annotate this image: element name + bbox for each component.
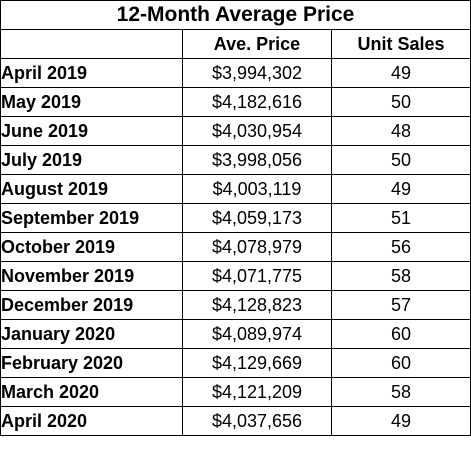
average-price-cell: $4,003,119 [182,174,332,204]
month-column-header [0,29,183,59]
table-row: September 2019 $4,059,173 51 [0,203,471,233]
unit-sales-cell: 48 [331,116,471,146]
unit-sales-cell: 49 [331,58,471,88]
table-row: April 2020 $4,037,656 49 [0,406,471,436]
month-cell: February 2020 [0,348,183,378]
month-cell: January 2020 [0,319,183,349]
header-row: Ave. Price Unit Sales [0,29,471,59]
average-price-cell: $4,037,656 [182,406,332,436]
unit-sales-cell: 50 [331,145,471,175]
table-row: April 2019 $3,994,302 49 [0,58,471,88]
unit-sales-cell: 60 [331,319,471,349]
month-cell: April 2019 [0,58,183,88]
month-cell: November 2019 [0,261,183,291]
table-row: November 2019 $4,071,775 58 [0,261,471,291]
title-row: 12-Month Average Price [0,0,471,30]
average-price-cell: $3,994,302 [182,58,332,88]
month-cell: September 2019 [0,203,183,233]
table-row: January 2020 $4,089,974 60 [0,319,471,349]
unit-sales-cell: 60 [331,348,471,378]
average-price-cell: $4,089,974 [182,319,332,349]
unit-sales-cell: 51 [331,203,471,233]
average-price-cell: $4,030,954 [182,116,332,146]
month-cell: July 2019 [0,145,183,175]
price-column-header: Ave. Price [182,29,332,59]
unit-sales-cell: 58 [331,261,471,291]
average-price-table: 12-Month Average Price Ave. Price Unit S… [0,0,471,436]
average-price-cell: $4,182,616 [182,87,332,117]
month-cell: June 2019 [0,116,183,146]
unit-sales-cell: 58 [331,377,471,407]
average-price-cell: $4,059,173 [182,203,332,233]
table-title: 12-Month Average Price [0,0,471,30]
units-column-header: Unit Sales [331,29,471,59]
table-row: October 2019 $4,078,979 56 [0,232,471,262]
table-row: July 2019 $3,998,056 50 [0,145,471,175]
unit-sales-cell: 49 [331,174,471,204]
unit-sales-cell: 57 [331,290,471,320]
month-cell: May 2019 [0,87,183,117]
average-price-cell: $4,129,669 [182,348,332,378]
average-price-cell: $4,121,209 [182,377,332,407]
table-row: May 2019 $4,182,616 50 [0,87,471,117]
table-row: August 2019 $4,003,119 49 [0,174,471,204]
month-cell: March 2020 [0,377,183,407]
average-price-cell: $4,128,823 [182,290,332,320]
month-cell: December 2019 [0,290,183,320]
table-row: March 2020 $4,121,209 58 [0,377,471,407]
table-row: December 2019 $4,128,823 57 [0,290,471,320]
unit-sales-cell: 50 [331,87,471,117]
month-cell: August 2019 [0,174,183,204]
average-price-cell: $4,078,979 [182,232,332,262]
table-row: February 2020 $4,129,669 60 [0,348,471,378]
unit-sales-cell: 56 [331,232,471,262]
month-cell: October 2019 [0,232,183,262]
average-price-cell: $3,998,056 [182,145,332,175]
table-row: June 2019 $4,030,954 48 [0,116,471,146]
month-cell: April 2020 [0,406,183,436]
table-body: April 2019 $3,994,302 49 May 2019 $4,182,616… [0,58,471,436]
average-price-cell: $4,071,775 [182,261,332,291]
unit-sales-cell: 49 [331,406,471,436]
